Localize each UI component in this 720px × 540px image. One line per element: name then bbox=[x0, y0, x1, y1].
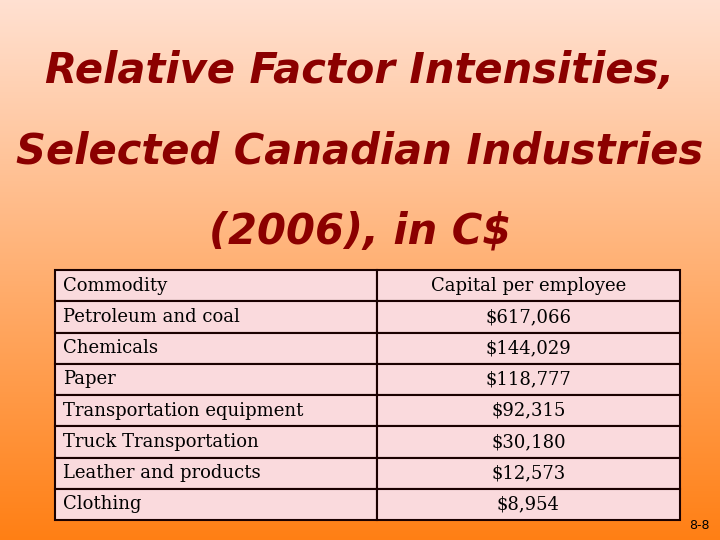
Text: Commodity: Commodity bbox=[63, 276, 167, 295]
Bar bbox=[377, 333, 680, 364]
Bar bbox=[55, 364, 377, 395]
Text: Truck Transportation: Truck Transportation bbox=[63, 433, 258, 451]
Bar bbox=[377, 489, 680, 520]
Text: $617,066: $617,066 bbox=[485, 308, 572, 326]
Text: $30,180: $30,180 bbox=[491, 433, 566, 451]
Bar bbox=[377, 426, 680, 457]
Bar bbox=[377, 364, 680, 395]
Text: Clothing: Clothing bbox=[63, 495, 142, 514]
Bar bbox=[55, 426, 377, 457]
Bar bbox=[55, 270, 377, 301]
Text: $8,954: $8,954 bbox=[497, 495, 560, 514]
Bar bbox=[55, 333, 377, 364]
Bar bbox=[377, 395, 680, 426]
Text: Petroleum and coal: Petroleum and coal bbox=[63, 308, 240, 326]
Text: $144,029: $144,029 bbox=[485, 339, 571, 357]
Text: Paper: Paper bbox=[63, 370, 116, 388]
Text: $92,315: $92,315 bbox=[491, 402, 566, 420]
Text: $12,573: $12,573 bbox=[491, 464, 566, 482]
Bar bbox=[377, 301, 680, 333]
Text: $118,777: $118,777 bbox=[485, 370, 571, 388]
Bar bbox=[377, 270, 680, 301]
Bar bbox=[55, 395, 377, 426]
Bar bbox=[55, 457, 377, 489]
Text: (2006), in C$: (2006), in C$ bbox=[209, 210, 511, 252]
Text: Selected Canadian Industries: Selected Canadian Industries bbox=[17, 130, 703, 172]
Text: Capital per employee: Capital per employee bbox=[431, 276, 626, 295]
Bar bbox=[377, 457, 680, 489]
Text: Relative Factor Intensities,: Relative Factor Intensities, bbox=[45, 50, 675, 92]
Text: 8-8: 8-8 bbox=[690, 519, 710, 532]
Text: Leather and products: Leather and products bbox=[63, 464, 261, 482]
Text: Chemicals: Chemicals bbox=[63, 339, 158, 357]
Text: Transportation equipment: Transportation equipment bbox=[63, 402, 303, 420]
Bar bbox=[55, 301, 377, 333]
Bar bbox=[55, 489, 377, 520]
